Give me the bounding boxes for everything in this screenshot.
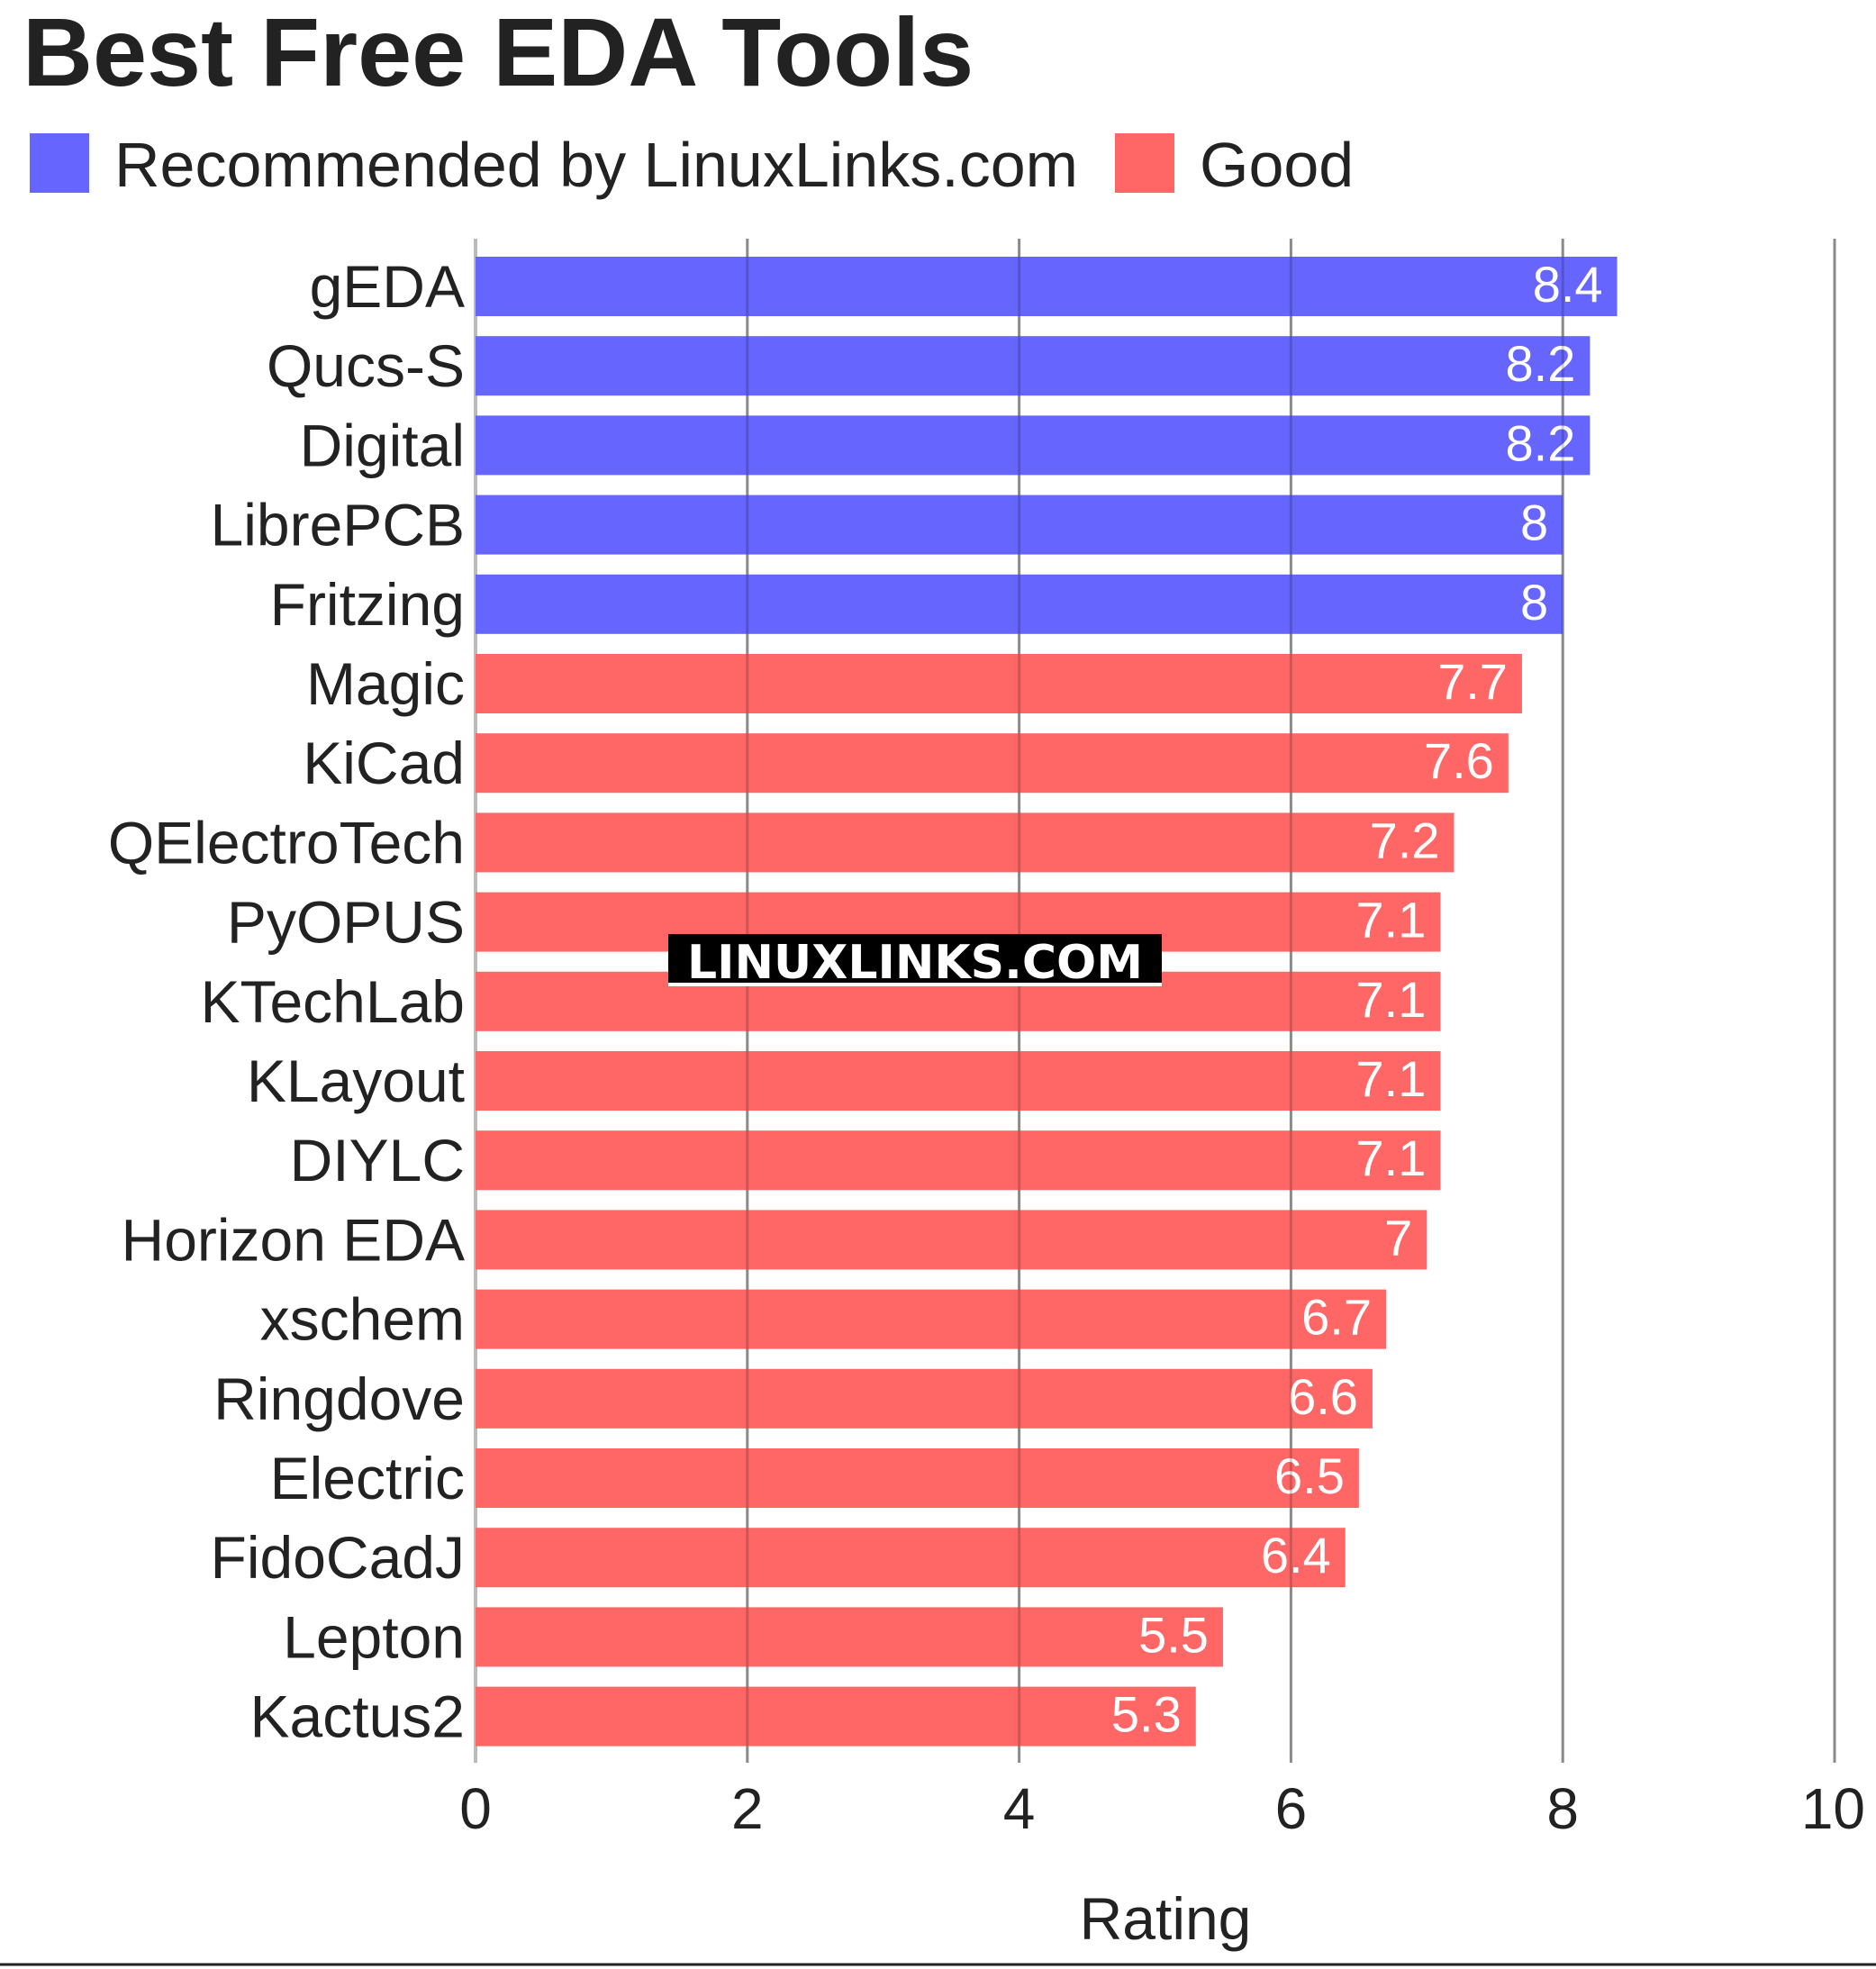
category-label: Qucs-S xyxy=(267,332,465,399)
x-axis-ticks: 0 2 4 6 8 10 xyxy=(459,1776,1865,1841)
x-axis-title: Rating xyxy=(1080,1885,1252,1952)
bar xyxy=(476,1607,1223,1667)
category-labels: gEDA Qucs-S Digital LibrePCB Fritzing Magic Ki… xyxy=(108,253,465,1750)
bar xyxy=(476,1448,1359,1508)
watermark-background xyxy=(668,934,1162,986)
x-tick-label: 8 xyxy=(1546,1776,1579,1841)
bar xyxy=(476,257,1618,316)
watermark-text: LINUXLINKS.COM xyxy=(687,936,1143,990)
category-label: Digital xyxy=(300,412,465,478)
bar xyxy=(476,495,1563,555)
bar-value-label: 7 xyxy=(1384,1209,1412,1266)
category-label: Fritzing xyxy=(270,571,465,638)
x-tick-label: 0 xyxy=(459,1776,492,1841)
x-tick-label: 6 xyxy=(1275,1776,1308,1841)
category-label: QElectroTech xyxy=(108,809,465,876)
category-label: Ringdove xyxy=(213,1366,465,1432)
bar xyxy=(476,1686,1196,1747)
bar-value-label: 7.1 xyxy=(1356,971,1427,1028)
category-label: gEDA xyxy=(310,253,465,320)
bar xyxy=(476,733,1509,794)
category-label: LibrePCB xyxy=(211,492,465,558)
bar xyxy=(476,1051,1441,1111)
bar-value-label: 7.1 xyxy=(1356,892,1427,948)
bar-value-label: 8 xyxy=(1520,574,1548,631)
bar-value-label: 7.1 xyxy=(1356,1130,1427,1186)
x-tick-label: 2 xyxy=(731,1776,764,1841)
bar-value-label: 7.1 xyxy=(1356,1050,1427,1107)
category-label: PyOPUS xyxy=(227,889,465,956)
bar-value-label: 6.5 xyxy=(1274,1447,1345,1504)
x-tick-label: 10 xyxy=(1801,1776,1865,1841)
bar xyxy=(476,1528,1346,1588)
category-label: KLayout xyxy=(247,1048,465,1114)
bar xyxy=(476,654,1522,713)
bar-value-label: 8.2 xyxy=(1506,414,1576,471)
legend-label-recommended: Recommended by LinuxLinks.com xyxy=(114,130,1078,200)
legend-swatch-recommended xyxy=(30,133,89,193)
category-label: KTechLab xyxy=(200,968,465,1035)
bar xyxy=(476,1289,1387,1349)
bar-value-label: 8.2 xyxy=(1506,335,1576,392)
bar-value-label: 6.4 xyxy=(1261,1527,1331,1583)
category-label: Horizon EDA xyxy=(122,1206,465,1273)
bar xyxy=(476,812,1455,873)
watermark-underline xyxy=(668,983,1162,986)
x-tick-label: 4 xyxy=(1003,1776,1036,1841)
legend: Recommended by LinuxLinks.com Good xyxy=(30,130,1354,200)
category-label: Electric xyxy=(270,1445,465,1511)
bar xyxy=(476,336,1591,396)
bar-value-label: 6.6 xyxy=(1288,1368,1358,1425)
bar-value-label: 8 xyxy=(1520,495,1548,551)
category-label: Kactus2 xyxy=(250,1683,465,1750)
category-label: FidoCadJ xyxy=(211,1524,465,1591)
category-label: KiCad xyxy=(303,730,465,796)
bar-value-label: 7.2 xyxy=(1370,812,1440,868)
bar xyxy=(476,574,1563,634)
bar xyxy=(476,1210,1427,1270)
category-label: Lepton xyxy=(283,1603,465,1670)
bar-value-label: 5.3 xyxy=(1111,1686,1182,1743)
bar xyxy=(476,1130,1441,1191)
bar xyxy=(476,415,1591,476)
legend-swatch-good xyxy=(1115,133,1174,193)
bar-value-label: 8.4 xyxy=(1533,256,1603,313)
bar-value-label: 6.7 xyxy=(1301,1289,1372,1346)
legend-label-good: Good xyxy=(1200,130,1354,200)
bar xyxy=(476,1368,1373,1429)
bars: 8.48.28.2887.77.67.27.17.17.17.176.76.66… xyxy=(476,239,1836,1763)
bar-value-label: 5.5 xyxy=(1138,1606,1209,1663)
chart-title: Best Free EDA Tools xyxy=(23,0,974,106)
category-label: Magic xyxy=(306,650,465,717)
category-label: xschem xyxy=(260,1286,465,1353)
bar-value-label: 7.7 xyxy=(1437,653,1508,710)
category-label: DIYLC xyxy=(290,1127,465,1193)
watermark: LINUXLINKS.COM xyxy=(668,934,1162,990)
bar-value-label: 7.6 xyxy=(1424,732,1494,789)
